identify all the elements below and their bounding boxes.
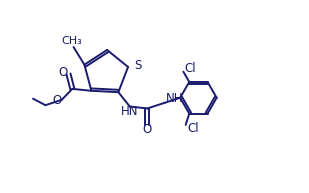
Text: Cl: Cl <box>187 122 199 135</box>
Text: O: O <box>59 66 68 79</box>
Text: HN: HN <box>121 105 138 118</box>
Text: S: S <box>134 59 142 72</box>
Text: NH: NH <box>166 92 184 105</box>
Text: CH₃: CH₃ <box>62 36 83 46</box>
Text: O: O <box>52 94 61 107</box>
Text: O: O <box>143 123 152 136</box>
Text: Cl: Cl <box>185 62 197 75</box>
